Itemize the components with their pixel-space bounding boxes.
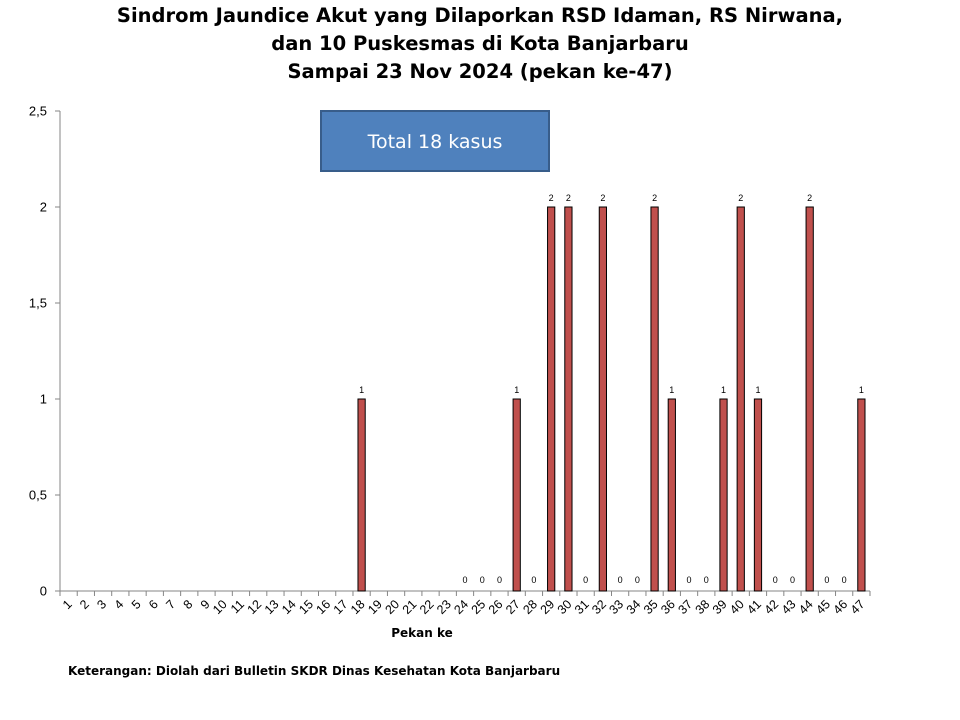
data-label: 0 xyxy=(687,575,692,585)
title-line-3: Sampai 23 Nov 2024 (pekan ke-47) xyxy=(287,60,673,83)
x-tick-label: 3 xyxy=(94,597,109,612)
bar xyxy=(857,398,866,592)
data-label: 0 xyxy=(462,575,467,585)
title-line-2: dan 10 Puskesmas di Kota Banjarbaru xyxy=(271,32,689,55)
total-cases-label: Total 18 kasus xyxy=(367,131,503,153)
y-tick-label: 2,5 xyxy=(29,104,47,119)
data-label: 0 xyxy=(842,575,847,585)
bar xyxy=(736,206,745,592)
footnote: Keterangan: Diolah dari Bulletin SKDR Di… xyxy=(68,664,561,678)
x-tick-label: 4 xyxy=(112,597,127,612)
x-axis-title: Pekan ke xyxy=(391,626,453,640)
data-label: 2 xyxy=(652,193,657,203)
x-tick-label: 1 xyxy=(60,597,75,612)
data-label: 1 xyxy=(669,385,674,395)
data-label: 0 xyxy=(497,575,502,585)
x-tick-label: 10 xyxy=(210,597,230,617)
chart-title: Sindrom Jaundice Akut yang Dilaporkan RS… xyxy=(0,2,960,86)
bar xyxy=(564,206,573,592)
bar xyxy=(547,206,556,592)
x-tick-label: 7 xyxy=(163,597,178,612)
data-label: 1 xyxy=(721,385,726,395)
data-label: 0 xyxy=(618,575,623,585)
bar xyxy=(512,398,521,592)
data-label: 2 xyxy=(600,193,605,203)
bar xyxy=(753,398,763,592)
y-tick-label: 0 xyxy=(40,584,47,599)
data-label: 2 xyxy=(738,193,743,203)
data-label: 1 xyxy=(514,385,519,395)
y-tick-label: 0,5 xyxy=(29,488,47,503)
bar xyxy=(598,206,607,592)
total-cases-box xyxy=(320,110,550,172)
data-label: 0 xyxy=(531,575,536,585)
data-label: 1 xyxy=(359,385,364,395)
y-tick-label: 1 xyxy=(40,392,47,407)
data-label: 0 xyxy=(790,575,795,585)
x-tick-label: 6 xyxy=(146,597,161,612)
data-label: 2 xyxy=(549,193,554,203)
data-label: 0 xyxy=(773,575,778,585)
x-tick-label: 9 xyxy=(198,597,213,612)
x-tick-label: 5 xyxy=(129,597,144,612)
bar xyxy=(650,206,659,592)
data-label: 2 xyxy=(566,193,571,203)
data-label: 1 xyxy=(859,385,864,395)
data-label: 0 xyxy=(635,575,640,585)
x-tick-label: 2 xyxy=(77,597,92,612)
bar xyxy=(667,398,676,592)
data-label: 0 xyxy=(480,575,485,585)
data-label: 2 xyxy=(807,193,812,203)
data-label: 0 xyxy=(704,575,709,585)
bar xyxy=(719,398,728,592)
y-tick-label: 2 xyxy=(40,200,47,215)
title-line-1: Sindrom Jaundice Akut yang Dilaporkan RS… xyxy=(116,4,844,27)
data-label: 1 xyxy=(755,385,760,395)
bar xyxy=(357,398,366,592)
bar xyxy=(805,206,814,592)
x-tick-label: 8 xyxy=(181,597,196,612)
data-label: 0 xyxy=(824,575,829,585)
y-tick-label: 1,5 xyxy=(29,296,47,311)
data-label: 0 xyxy=(583,575,588,585)
x-tick-label: 47 xyxy=(848,597,868,617)
